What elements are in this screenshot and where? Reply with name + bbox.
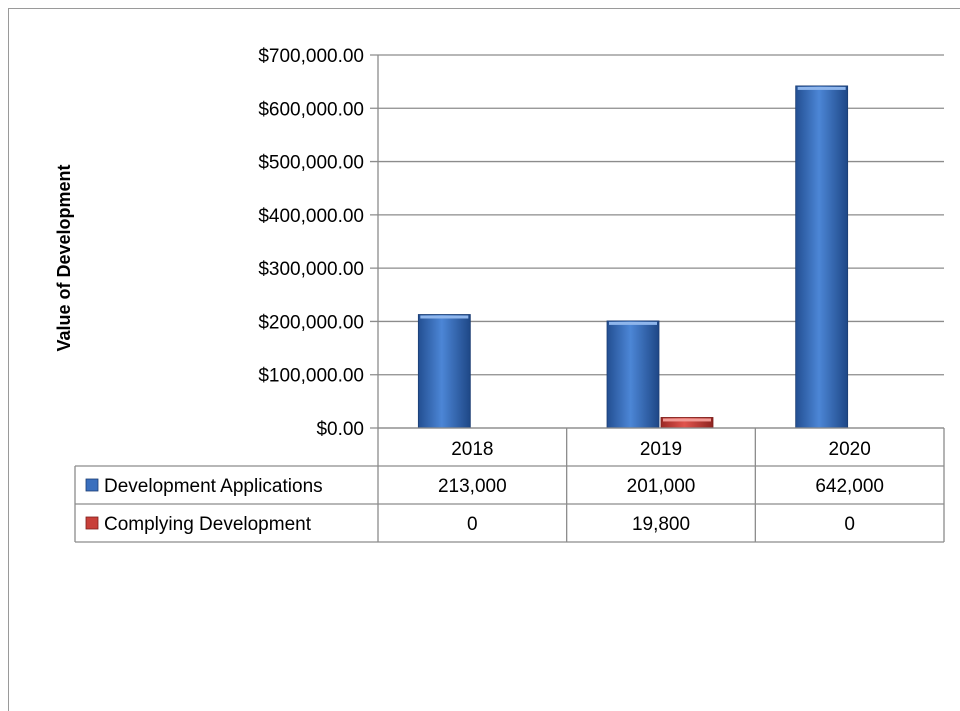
data-label: 213,000 (438, 476, 507, 497)
legend-entry: Development Applications (104, 476, 323, 497)
bar-development-applications-2020 (795, 85, 849, 429)
bar-top-highlight (663, 418, 711, 422)
data-label: 0 (467, 514, 478, 535)
legend-key (85, 478, 99, 492)
bar-development-applications-2018 (417, 314, 471, 429)
legend-key (85, 516, 99, 530)
y-tick-label: $300,000.00 (258, 259, 364, 280)
y-tick-label: $0.00 (316, 419, 364, 440)
chart-frame (8, 8, 960, 711)
y-tick-label: $400,000.00 (258, 206, 364, 227)
data-label: 642,000 (815, 476, 884, 497)
data-label: 19,800 (632, 514, 690, 535)
x-tick-label: 2019 (640, 439, 682, 460)
legend-entry: Complying Development (104, 514, 312, 535)
y-tick-label: $200,000.00 (258, 312, 364, 333)
y-tick-label: $600,000.00 (258, 99, 364, 120)
data-label: 0 (844, 514, 855, 535)
bar-top-highlight (609, 321, 657, 325)
bar-top-highlight (797, 86, 846, 90)
x-tick-label: 2018 (451, 439, 493, 460)
bars (417, 85, 849, 429)
y-tick-label: $500,000.00 (258, 153, 364, 174)
y-tick-label: $100,000.00 (258, 366, 364, 387)
data-table: 2018 2019 2020 Development Applications 213,… (74, 427, 945, 543)
bar-development-applications-2019 (606, 320, 660, 429)
y-axis-label: Value of Development (54, 164, 74, 351)
y-tick-label: $700,000.00 (258, 46, 364, 67)
x-tick-label: 2020 (829, 439, 871, 460)
data-label: 201,000 (627, 476, 696, 497)
y-axis-tick-labels: $0.00 $100,000.00 $200,000.00 $300,000.00 $4… (258, 46, 364, 440)
bar-top-highlight (420, 315, 469, 319)
